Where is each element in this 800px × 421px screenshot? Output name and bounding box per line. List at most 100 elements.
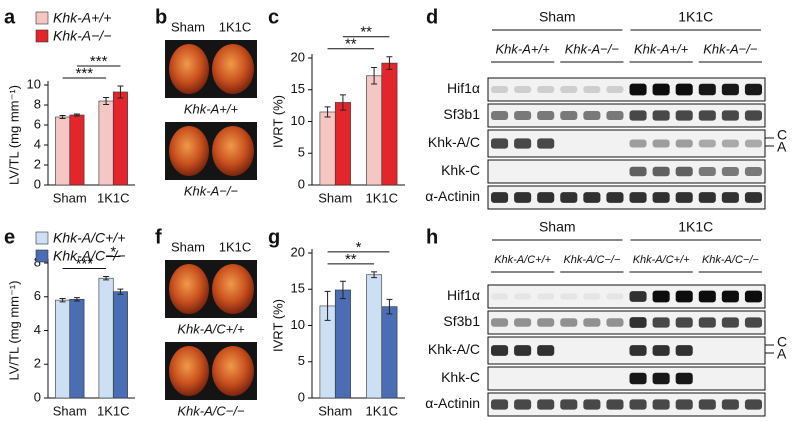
x-tick-label: 1K1C	[365, 190, 398, 205]
legend-swatch	[35, 11, 49, 25]
band	[652, 110, 670, 121]
band	[698, 192, 716, 203]
bar	[319, 111, 336, 186]
band	[721, 290, 739, 303]
bar	[69, 114, 85, 186]
band	[698, 139, 716, 148]
band	[491, 318, 509, 327]
row-label: α-Actinin	[425, 188, 480, 204]
y-tick-label: 2	[34, 356, 41, 371]
y-tick-label: 6	[34, 116, 41, 131]
band	[606, 111, 624, 120]
significance-label: ***	[90, 53, 108, 70]
error-bar	[73, 113, 80, 117]
band	[560, 318, 578, 327]
band	[652, 166, 670, 177]
y-tick-label: 20	[291, 49, 305, 64]
y-tick-label: 10	[27, 76, 41, 91]
band	[606, 192, 624, 203]
side-label: C	[777, 334, 787, 350]
band	[629, 399, 647, 410]
blot-strip	[487, 336, 766, 365]
panel-letter: g	[268, 226, 280, 248]
panel-letter: h	[426, 226, 438, 248]
y-axis-label: IVRT (%)	[270, 299, 285, 352]
band	[721, 399, 739, 410]
error-bar	[117, 85, 124, 99]
band	[491, 86, 509, 93]
band	[537, 399, 555, 410]
group-label: Sham	[171, 19, 205, 34]
band	[537, 111, 555, 120]
bar	[366, 274, 383, 399]
band	[629, 345, 647, 356]
band	[675, 83, 693, 96]
band	[606, 86, 624, 93]
bar	[334, 289, 351, 399]
bar	[112, 91, 128, 186]
group-label: 1K1C	[219, 19, 252, 34]
y-tick-label: 10	[291, 113, 305, 128]
band	[514, 293, 532, 300]
x-tick-label: Sham	[53, 403, 87, 418]
band	[560, 399, 578, 410]
band	[560, 293, 578, 300]
group-label: 1K1C	[678, 219, 713, 235]
bar	[381, 306, 398, 399]
band	[744, 83, 762, 96]
y-tick-label: 4	[34, 136, 41, 151]
band	[514, 86, 532, 93]
y-tick-label: 6	[34, 288, 41, 303]
band	[583, 399, 601, 410]
x-tick-label: Sham	[318, 403, 352, 418]
group-label: Sham	[539, 219, 576, 235]
significance-label: **	[360, 24, 372, 41]
blot-strip	[487, 366, 766, 391]
band	[652, 345, 670, 356]
y-tick-label: 2	[34, 156, 41, 171]
error-bar	[339, 94, 346, 111]
blot-strip	[487, 103, 766, 128]
band	[652, 399, 670, 410]
band	[744, 139, 762, 148]
x-tick-label: Sham	[53, 190, 87, 205]
bar	[69, 298, 85, 399]
x-tick-label: 1K1C	[97, 403, 130, 418]
genotype-label: Khk-A/C+/+	[494, 254, 551, 266]
band	[491, 399, 509, 410]
row-label: Hif1α	[447, 80, 480, 96]
band	[629, 139, 647, 148]
genotype-label: Khk-A/C−/−	[702, 254, 759, 266]
group-label: 1K1C	[219, 239, 252, 254]
heart	[169, 126, 209, 176]
heart	[169, 44, 209, 94]
side-label: A	[777, 346, 787, 362]
legend-swatch	[35, 29, 49, 43]
row-label: α-Actinin	[425, 395, 480, 411]
band	[675, 399, 693, 410]
legend-label: Khk-A+/+	[53, 10, 111, 26]
band	[744, 167, 762, 176]
panel-letter: e	[4, 226, 15, 248]
error-bar	[103, 276, 110, 281]
legend-label: Khk-A−/−	[53, 28, 111, 44]
bar	[334, 102, 351, 186]
genotype-label: Khk-A/C−/−	[177, 403, 245, 418]
band	[583, 86, 601, 93]
genotype-label: Khk-A/C+/+	[633, 254, 690, 266]
row-label: Khk-A/C	[428, 341, 480, 357]
band	[675, 317, 693, 328]
band	[514, 111, 532, 120]
group-label: Sham	[539, 9, 576, 25]
heart	[212, 346, 254, 396]
side-label: A	[777, 139, 787, 155]
bar	[55, 299, 71, 399]
band	[583, 318, 601, 327]
genotype-label: Khk-A/C+/+	[177, 321, 245, 336]
error-bar	[371, 67, 378, 85]
bar	[112, 291, 128, 399]
band	[675, 290, 693, 303]
band	[560, 86, 578, 93]
legend-label: Khk-A/C+/+	[53, 230, 125, 246]
